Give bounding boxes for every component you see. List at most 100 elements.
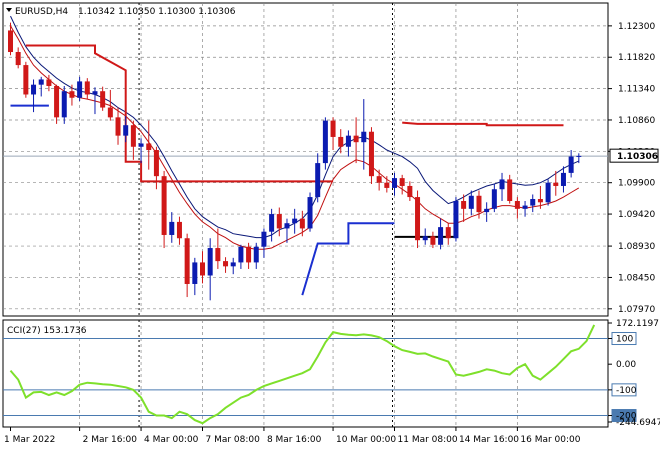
candle-body [246,246,252,263]
candle-body [307,197,313,229]
candle-body [315,163,321,198]
candle-body [415,197,421,241]
candle-body [84,81,90,95]
symbol-label: EURUSD,H4 [15,7,68,17]
current-price-box [609,148,659,163]
candle-body [31,84,37,95]
price-tick-label: 1.11340 [618,85,655,95]
candle-body [461,200,467,209]
candle-body [38,79,44,85]
candle-body [192,262,198,284]
price-axis: 1.123001.118201.113401.108601.103801.099… [608,22,659,315]
candle-body [576,155,582,157]
candle-body [399,178,405,186]
cci-tick-label: 0.00 [616,360,636,370]
time-tick-label: 4 Mar 00:00 [144,435,199,445]
cci-label: CCI(27) 153.1736 [7,326,87,336]
candle-body [46,79,52,86]
cci-tick-label: 100 [616,335,633,345]
candle-body [530,199,536,206]
candle-body [353,135,359,143]
price-tick-label: 1.10860 [618,116,655,126]
candle-body [61,91,67,118]
candle-body [338,136,344,147]
candle-body [476,195,482,213]
candle-body [330,120,336,137]
candle-body [384,182,390,188]
candle-body [223,261,229,267]
cci-axis: 172.1197 100 0.00 -100 -200-244.6947 [608,319,660,428]
candle-body [176,221,182,239]
candle-body [8,30,13,53]
price-tick-label: 1.08930 [618,242,655,252]
candle-body [146,143,152,151]
candle-body [200,262,205,276]
time-tick-label: 2 Mar 16:00 [83,435,138,445]
time-tick-label: 10 Mar 00:00 [336,435,396,445]
candle-body [269,214,275,232]
candle-body [207,248,213,276]
time-tick-label: 8 Mar 16:00 [267,435,322,445]
candle-body [537,199,543,203]
price-tick-label: 1.07970 [618,305,655,315]
candle-body [284,223,290,229]
blue-step-line [301,222,395,296]
candle-body [261,231,267,247]
candle-body [100,91,106,108]
candle-body [322,120,328,164]
time-tick-label: 1 Mar 2022 [4,435,55,445]
red-moving-average [10,25,580,250]
candle-body [491,189,497,209]
candle-body [345,135,351,147]
time-tick-label: 14 Mar 16:00 [459,435,519,445]
price-tick-label: 1.09900 [618,179,655,189]
candle-body [392,178,397,188]
red-step-line [25,44,334,183]
price-tick-label: 1.08450 [618,273,655,283]
candle-body [568,156,574,173]
candle-body [153,150,159,177]
current-price-label: 1.10306 [617,152,658,162]
candle-body [407,185,413,198]
price-tick-label: 1.09420 [618,210,655,220]
candle-body [499,179,505,190]
candle-body [276,214,282,229]
candle-body [514,200,520,209]
candle-body [130,125,136,147]
price-tick-label: 1.12300 [618,22,655,32]
candle-body [184,238,190,284]
candle-body [453,200,459,239]
candle-body [23,65,29,95]
cci-tick-label: 172.1197 [616,319,659,329]
candle-body [430,236,436,245]
candle-body [522,205,528,209]
red-step-line [402,121,564,127]
candle-body [422,236,428,241]
candle-body [361,131,367,143]
price-tick-label: 1.11820 [618,53,655,63]
time-axis: 1 Mar 2022 2 Mar 16:00 4 Mar 00:00 7 Mar 08… [4,427,581,445]
candle-body [92,91,98,95]
candle-body [15,52,21,66]
candle-body [253,246,259,263]
time-tick-label: 11 Mar 08:00 [398,435,458,445]
candle-body [54,85,60,118]
candle-body [368,131,374,177]
candle-body [169,221,175,235]
candle-body [238,246,244,263]
cci-line [9,324,596,425]
cci-tick-label: -100 [616,386,637,396]
cci-indicator [3,324,608,425]
candle-body [438,227,444,245]
candle-body [161,176,167,235]
overlays [10,15,580,296]
candle-body [376,176,382,183]
ohlc-label: 1.10342 1.10350 1.10300 1.10306 [78,7,236,17]
collapse-triangle-icon[interactable] [6,8,12,12]
candle-body [115,117,121,136]
candle-body [484,208,490,213]
candle-body [560,172,566,186]
candle-body [230,262,236,267]
candle-body [445,227,451,239]
